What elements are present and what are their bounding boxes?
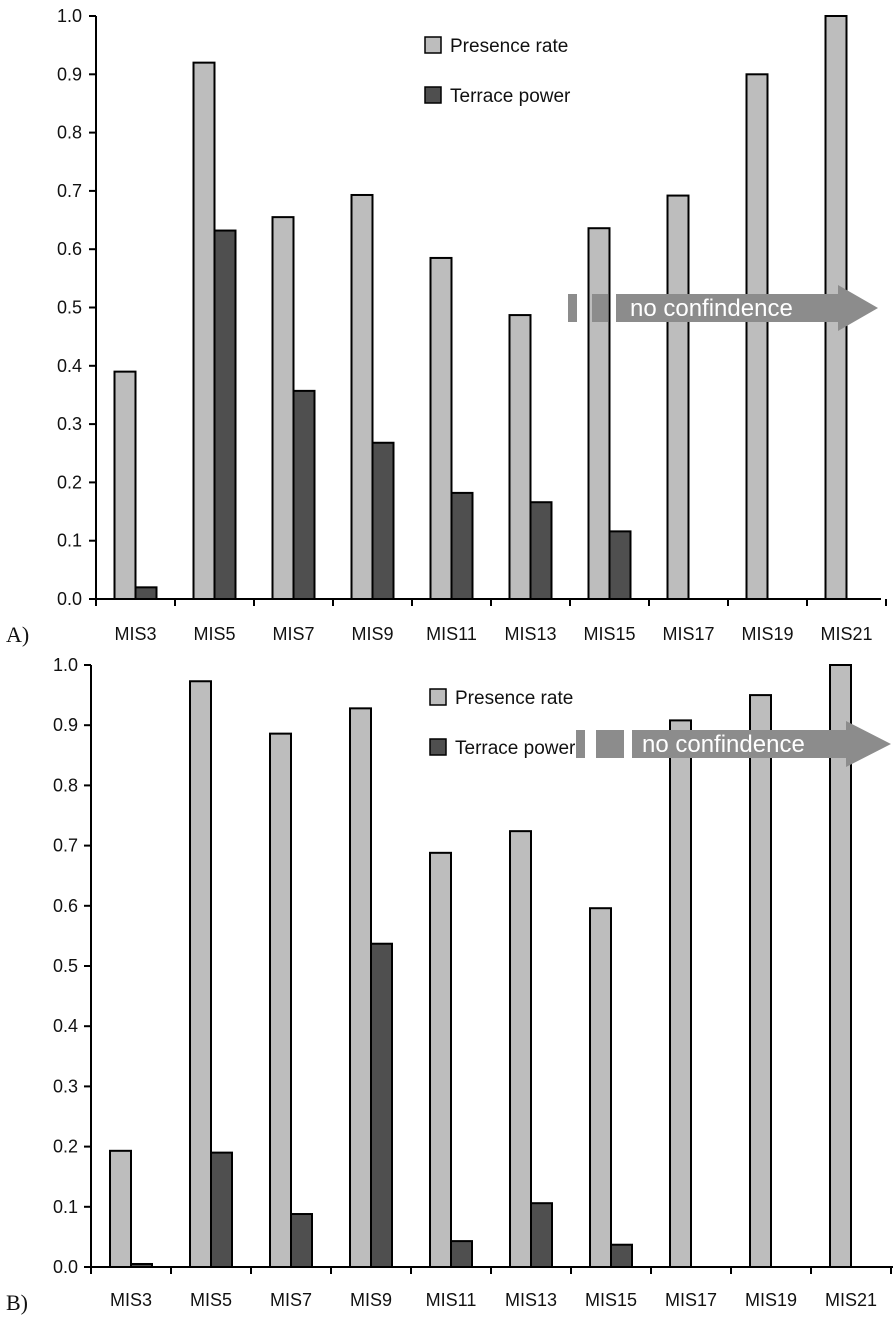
bar-terrace-power bbox=[529, 501, 553, 600]
y-tick-label: 0.8 bbox=[57, 123, 82, 143]
bar-presence-rate bbox=[749, 694, 772, 1268]
arrow-right-icon bbox=[632, 721, 891, 767]
bar-presence-rate bbox=[669, 719, 692, 1268]
legend-swatch-presence-rate bbox=[429, 688, 447, 706]
legend-label-terrace-power: Terrace power bbox=[450, 86, 571, 107]
y-tick-label: 0.5 bbox=[57, 298, 82, 318]
y-tick-label: 0.4 bbox=[57, 356, 82, 376]
x-tick-label: MIS21 bbox=[820, 624, 872, 644]
annotation-bar-segment bbox=[596, 730, 624, 758]
bar-presence-rate bbox=[429, 256, 453, 600]
y-tick-label: 0.3 bbox=[57, 414, 82, 434]
y-tick-label: 0.6 bbox=[53, 896, 78, 916]
bar-presence-rate bbox=[589, 907, 612, 1268]
chart-panel-a: no confindence 0.0 0.1 0.2 0.3 0.4 0.5 0.6 0.7 0.… bbox=[6, 6, 887, 647]
legend-label-presence-rate: Presence rate bbox=[450, 36, 568, 57]
y-tick-label: 0.0 bbox=[57, 589, 82, 609]
x-tick-label: MIS21 bbox=[825, 1290, 877, 1310]
x-tick-label: MIS13 bbox=[505, 1290, 557, 1310]
x-tick-label: MIS19 bbox=[741, 624, 793, 644]
y-tick-label: 0.6 bbox=[57, 239, 82, 259]
y-tick-label: 0.3 bbox=[53, 1076, 78, 1096]
bar-terrace-power bbox=[134, 586, 158, 601]
y-tick-label: 0.5 bbox=[53, 956, 78, 976]
x-tick-label: MIS3 bbox=[110, 1290, 152, 1310]
x-tick-label: MIS17 bbox=[665, 1290, 717, 1310]
legend: Presence rate Terrace power bbox=[424, 36, 571, 107]
bar-presence-rate bbox=[350, 193, 374, 601]
x-tick-label: MIS19 bbox=[745, 1290, 797, 1310]
panel-label: A) bbox=[6, 622, 29, 647]
no-confidence-annotation: no confindence bbox=[576, 721, 891, 767]
bar-terrace-power bbox=[530, 1202, 553, 1268]
legend-swatch-terrace-power bbox=[424, 86, 442, 104]
arrow-right-icon bbox=[616, 285, 878, 331]
bar-presence-rate bbox=[666, 194, 690, 600]
bar-presence-rate bbox=[349, 707, 372, 1268]
y-tick-label: 0.9 bbox=[57, 64, 82, 84]
y-tick-label: 0.2 bbox=[57, 472, 82, 492]
y-tick-label: 1.0 bbox=[57, 6, 82, 26]
x-tick-label: MIS9 bbox=[351, 624, 393, 644]
bar-presence-rate bbox=[189, 680, 212, 1268]
bar-terrace-power bbox=[450, 491, 474, 601]
x-tick-label: MIS5 bbox=[190, 1290, 232, 1310]
legend-label-presence-rate: Presence rate bbox=[455, 688, 573, 709]
panel-label: B) bbox=[6, 1290, 28, 1315]
bar-terrace-power bbox=[210, 1151, 233, 1268]
bar-terrace-power bbox=[371, 441, 395, 601]
annotation-bar-segment bbox=[568, 294, 577, 322]
x-tick-label: MIS7 bbox=[270, 1290, 312, 1310]
bar-presence-rate bbox=[587, 227, 611, 600]
legend-label-terrace-power: Terrace power bbox=[455, 738, 576, 759]
no-confidence-annotation: no confindence bbox=[568, 285, 878, 331]
annotation-text: no confindence bbox=[642, 731, 805, 758]
bar-presence-rate bbox=[271, 216, 295, 600]
bar-presence-rate bbox=[745, 73, 769, 601]
x-tick-label: MIS15 bbox=[585, 1290, 637, 1310]
bar-terrace-power bbox=[608, 530, 632, 601]
bar-presence-rate bbox=[509, 830, 532, 1268]
y-tick-label: 0.2 bbox=[53, 1137, 78, 1157]
chart-panel-b: no confindence 0.0 0.1 0.2 0.3 0.4 0.5 0.6 0.7 0.… bbox=[6, 655, 893, 1315]
x-tick-label: MIS17 bbox=[662, 624, 714, 644]
x-tick-label: MIS5 bbox=[193, 624, 235, 644]
y-tick-label: 0.7 bbox=[57, 181, 82, 201]
bar-presence-rate bbox=[508, 314, 532, 600]
x-tick-label: MIS7 bbox=[272, 624, 314, 644]
x-tick-label: MIS13 bbox=[504, 624, 556, 644]
legend-swatch-presence-rate bbox=[424, 36, 442, 54]
annotation-bar-segment bbox=[576, 730, 585, 758]
x-tick-label: MIS11 bbox=[426, 624, 477, 644]
y-tick-label: 0.4 bbox=[53, 1016, 78, 1036]
y-tick-label: 1.0 bbox=[53, 655, 78, 675]
y-tick-label: 0.7 bbox=[53, 836, 78, 856]
y-tick-label: 0.8 bbox=[53, 775, 78, 795]
x-tick-label: MIS3 bbox=[114, 624, 156, 644]
y-tick-label: 0.1 bbox=[57, 531, 82, 551]
legend-swatch-terrace-power bbox=[429, 738, 447, 756]
x-tick-label: MIS11 bbox=[426, 1290, 477, 1310]
bar-terrace-power bbox=[610, 1243, 633, 1268]
bar-presence-rate bbox=[269, 732, 292, 1268]
bar-presence-rate bbox=[109, 1149, 132, 1268]
bar-terrace-power bbox=[292, 389, 316, 600]
bar-terrace-power bbox=[213, 229, 237, 600]
bar-presence-rate bbox=[113, 370, 137, 600]
bar-presence-rate bbox=[192, 61, 216, 600]
y-tick-label: 0.9 bbox=[53, 715, 78, 735]
bar-terrace-power bbox=[450, 1240, 473, 1269]
bar-terrace-power bbox=[370, 942, 393, 1268]
y-tick-label: 0.0 bbox=[53, 1257, 78, 1277]
annotation-text: no confindence bbox=[630, 295, 793, 322]
bar-terrace-power bbox=[290, 1213, 313, 1269]
x-tick-label: MIS15 bbox=[583, 624, 635, 644]
legend: Presence rate Terrace power bbox=[429, 688, 576, 759]
y-tick-label: 0.1 bbox=[53, 1197, 78, 1217]
annotation-bar-segment bbox=[592, 294, 608, 322]
bar-presence-rate bbox=[429, 851, 452, 1268]
x-tick-label: MIS9 bbox=[350, 1290, 392, 1310]
